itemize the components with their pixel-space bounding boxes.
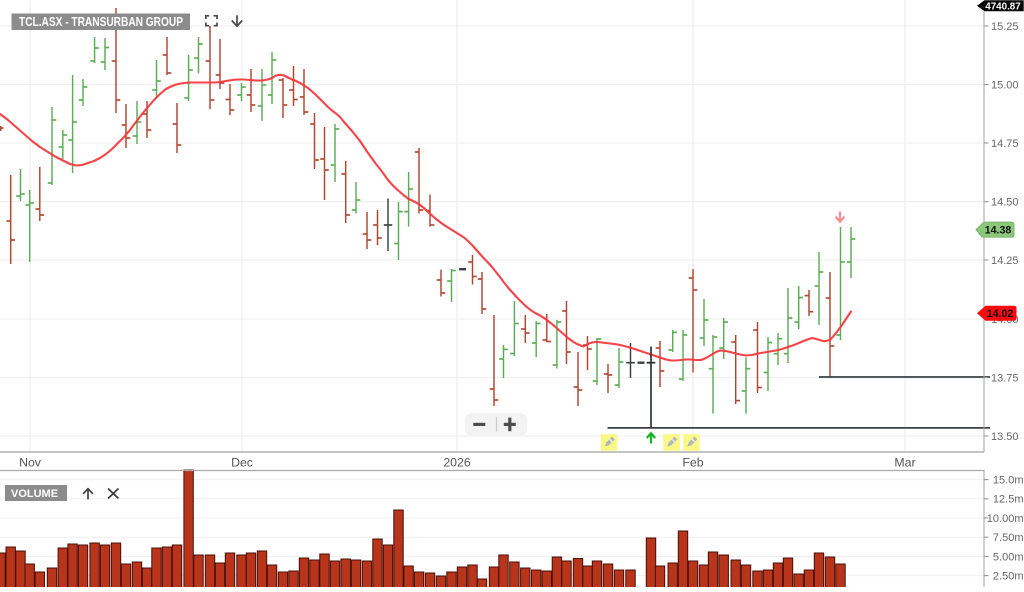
svg-text:15.00: 15.00 (991, 80, 1019, 92)
svg-text:Mar: Mar (894, 456, 915, 470)
svg-text:TCL.ASX - TRANSURBAN GROUP: TCL.ASX - TRANSURBAN GROUP (19, 15, 183, 29)
svg-text:12.5m: 12.5m (993, 494, 1024, 506)
svg-text:10.00m: 10.00m (987, 513, 1024, 525)
svg-text:7.50m: 7.50m (993, 532, 1024, 544)
svg-text:13.75: 13.75 (991, 373, 1019, 385)
svg-text:Feb: Feb (682, 456, 703, 470)
svg-text:13.50: 13.50 (991, 431, 1019, 443)
svg-text:15.0m: 15.0m (993, 475, 1024, 487)
svg-text:14.25: 14.25 (991, 255, 1019, 267)
svg-text:2026: 2026 (443, 456, 471, 470)
svg-text:5.00m: 5.00m (993, 551, 1024, 563)
svg-text:14.75: 14.75 (991, 138, 1019, 150)
svg-text:VOLUME: VOLUME (11, 488, 58, 500)
svg-text:14.02: 14.02 (987, 308, 1014, 320)
svg-text:14.50: 14.50 (991, 197, 1019, 209)
svg-text:15.25: 15.25 (991, 21, 1019, 33)
svg-text:Nov: Nov (19, 456, 42, 470)
svg-text:4740.87: 4740.87 (985, 2, 1021, 13)
svg-text:2.50m: 2.50m (993, 571, 1024, 583)
svg-text:14.38: 14.38 (985, 224, 1012, 236)
svg-text:Dec: Dec (231, 456, 253, 470)
